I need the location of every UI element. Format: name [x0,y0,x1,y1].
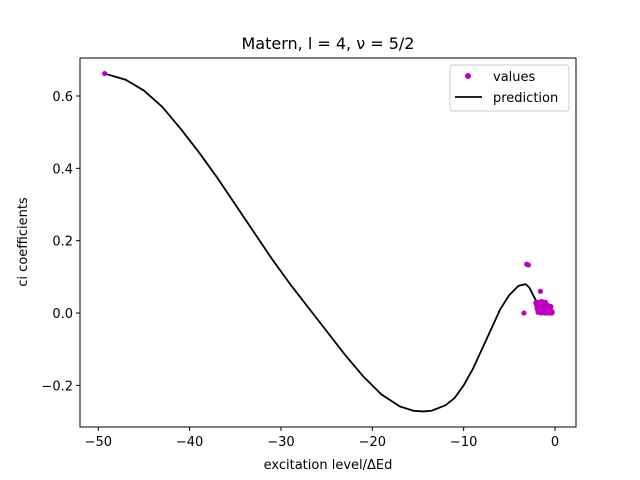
value-point [537,288,543,294]
y-tick-label: −0.2 [41,379,73,394]
value-point [549,309,555,315]
value-point [102,70,108,77]
y-tick-label: 0.2 [52,235,73,250]
value-point [533,300,539,306]
x-tick-label: −20 [359,435,386,450]
legend-values-label: values [493,70,536,85]
y-axis: −0.2 0.0 0.2 0.4 0.6 [41,90,80,394]
line-layer [104,72,553,413]
y-tick-label: 0.6 [52,90,73,105]
points-layer [102,70,555,316]
chart-title: Matern, l = 4, ν = 5/2 [242,34,415,53]
legend-prediction-label: prediction [493,91,558,106]
value-point [548,303,554,310]
value-point [539,298,545,305]
x-tick-label: −10 [450,435,477,450]
value-point [535,309,541,315]
prediction-line [104,72,553,413]
legend-values-marker [465,73,471,79]
value-point [521,310,527,316]
x-axis: −50 −40 −30 −20 −10 0 [85,427,559,450]
value-point [525,262,532,268]
plot-area [79,57,577,428]
x-tick-label: 0 [551,435,559,450]
x-axis-label: excitation level/ΔEd [264,458,393,473]
plot-background [80,58,576,427]
legend: values prediction [449,64,570,112]
x-tick-label: −40 [176,435,203,450]
y-axis-label: ci coefficients [16,197,31,287]
x-tick-label: −50 [85,435,112,450]
legend-box [449,64,570,112]
y-tick-label: 0.4 [52,162,73,177]
y-tick-label: 0.0 [52,307,73,322]
plot-frame [79,57,577,428]
x-tick-label: −30 [267,435,294,450]
